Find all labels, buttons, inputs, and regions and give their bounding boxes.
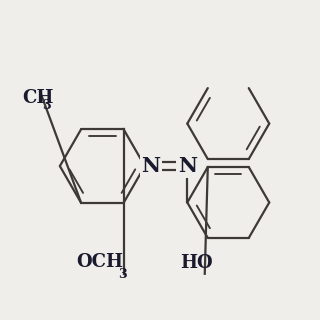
Text: N: N <box>178 156 197 176</box>
Text: 3: 3 <box>118 268 126 281</box>
Text: 3: 3 <box>43 99 51 112</box>
Text: OCH: OCH <box>76 253 123 271</box>
Text: CH: CH <box>22 89 53 107</box>
Text: N: N <box>141 156 160 176</box>
Text: HO: HO <box>180 254 213 272</box>
